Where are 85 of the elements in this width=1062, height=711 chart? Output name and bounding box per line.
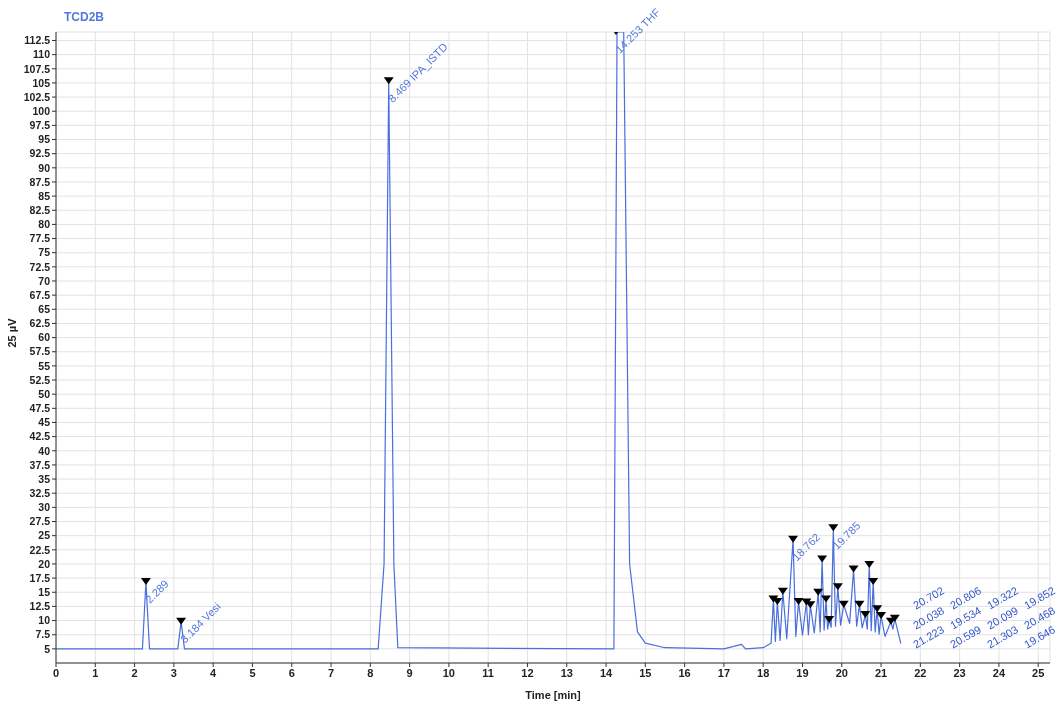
y-tick-label: 25 xyxy=(38,529,51,542)
y-tick-label: 75 xyxy=(38,246,51,259)
y-tick-label: 35 xyxy=(38,472,51,485)
y-tick-label: 20 xyxy=(38,557,51,570)
y-tick-label: 95 xyxy=(38,133,51,146)
point xyxy=(872,605,883,613)
y-tick-label: 45 xyxy=(38,416,51,429)
x-tick-label: 22 xyxy=(914,666,927,679)
x-tick-label: 1 xyxy=(92,666,99,679)
x-tick-label: 10 xyxy=(442,666,456,679)
y-tick-label: 5 xyxy=(44,642,51,655)
x-tick-label: 14 xyxy=(599,666,614,679)
y-tick-label: 55 xyxy=(38,359,51,372)
x-axis-title: Time [min] xyxy=(525,689,582,701)
x-tick-label: 7 xyxy=(327,666,335,679)
y-tick-label: 40 xyxy=(38,444,51,457)
x-tick-label: 11 xyxy=(482,666,494,679)
y-tick-label: 107.5 xyxy=(23,62,51,75)
x-tick-label: 6 xyxy=(288,666,295,679)
y-tick-label: 42.5 xyxy=(29,430,51,443)
y-tick-label: 70 xyxy=(38,274,51,287)
y-tick-label: 82.5 xyxy=(29,203,51,216)
point xyxy=(860,610,871,618)
x-tick-label: 4 xyxy=(210,666,218,679)
y-tick-label: 27.5 xyxy=(29,515,51,528)
chart-title: TCD2B xyxy=(64,10,105,24)
x-tick-label: 5 xyxy=(249,666,256,679)
x-tick-label: 20 xyxy=(835,666,848,679)
x-tick-label: 2 xyxy=(131,666,138,679)
point xyxy=(824,615,835,623)
y-tick-label: 90 xyxy=(38,161,51,174)
y-tick-label: 10 xyxy=(38,614,51,627)
x-tick-label: 19 xyxy=(796,666,809,679)
y-tick-label: 52.5 xyxy=(29,373,51,386)
point xyxy=(864,561,875,569)
y-tick-label: 12.5 xyxy=(29,600,51,613)
y-tick-label: 22.5 xyxy=(29,543,51,556)
y-tick-label: 112.5 xyxy=(24,34,51,47)
point xyxy=(868,578,879,586)
y-tick-label: 62.5 xyxy=(29,317,51,330)
y-tick-label: 15 xyxy=(38,585,51,598)
point xyxy=(838,600,849,608)
x-tick-label: 24 xyxy=(992,666,1006,679)
y-tick-label: 57.5 xyxy=(29,345,51,358)
point xyxy=(889,614,900,622)
y-tick-label: 60 xyxy=(38,331,51,344)
x-tick-label: 8 xyxy=(367,666,374,679)
point xyxy=(876,612,887,620)
point xyxy=(832,583,843,591)
y-tick-label: 32.5 xyxy=(29,486,51,499)
y-tick-label: 50 xyxy=(38,387,51,400)
y-tick-label: 65 xyxy=(38,303,51,316)
y-tick-label: 37.5 xyxy=(29,458,51,471)
x-tick-label: 16 xyxy=(678,666,691,679)
x-tick-label: 13 xyxy=(560,666,573,679)
y-tick-label: 87.5 xyxy=(29,175,51,188)
point xyxy=(813,588,824,596)
point xyxy=(777,587,788,595)
y-axis-title: 25 µV xyxy=(5,317,18,348)
y-tick-label: 97.5 xyxy=(29,119,51,132)
x-tick-label: 9 xyxy=(406,666,413,679)
point xyxy=(854,600,865,608)
y-tick-label: 105 xyxy=(32,76,51,89)
y-tick-label: 80 xyxy=(38,218,51,231)
y-tick-label: 30 xyxy=(38,501,51,514)
y-tick-label: 100 xyxy=(32,104,51,117)
y-tick-label: 72.5 xyxy=(29,260,51,273)
y-tick-label: 92.5 xyxy=(29,147,51,160)
y-tick-label: 85 xyxy=(38,189,51,202)
y-tick-label: 110 xyxy=(33,48,51,61)
x-tick-label: 21 xyxy=(874,666,888,679)
y-tick-label: 102.5 xyxy=(23,90,51,103)
x-tick-label: 15 xyxy=(639,666,652,679)
y-tick-label: 17.5 xyxy=(29,571,51,584)
y-tick-label: 47.5 xyxy=(29,402,51,415)
x-tick-label: 17 xyxy=(717,666,731,679)
y-tick-label: 67.5 xyxy=(29,288,51,301)
x-tick-label: 3 xyxy=(170,666,177,679)
x-tick-label: 12 xyxy=(521,666,534,679)
x-tick-label: 18 xyxy=(757,666,770,679)
y-tick-label: 7.5 xyxy=(35,628,51,641)
x-tick-label: 23 xyxy=(953,666,966,679)
x-tick-label: 0 xyxy=(52,666,60,679)
y-tick-label: 77.5 xyxy=(29,232,51,245)
x-tick-label: 25 xyxy=(1032,666,1045,679)
